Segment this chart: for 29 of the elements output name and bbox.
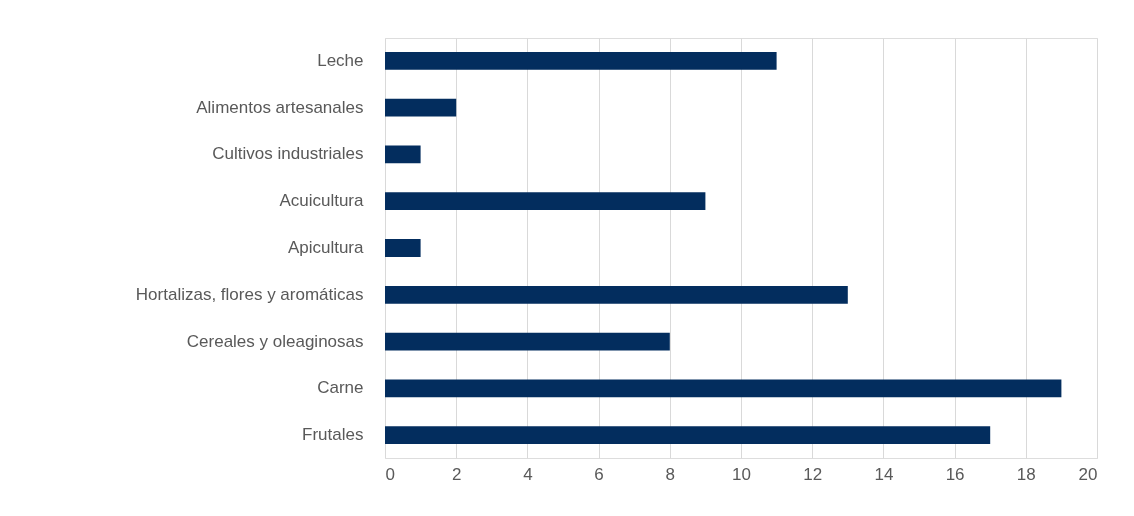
bar bbox=[385, 285, 848, 304]
x-tick-label: 14 bbox=[874, 464, 894, 484]
bar bbox=[385, 239, 421, 257]
bar bbox=[385, 379, 1062, 398]
bar bbox=[385, 192, 706, 211]
y-tick-label: Cereales y oleaginosas bbox=[186, 331, 364, 351]
y-tick-label: Hortalizas, flores y aromáticas bbox=[135, 284, 364, 304]
bar bbox=[385, 98, 457, 117]
y-tick-label: Leche bbox=[317, 50, 364, 70]
y-tick-label: Carne bbox=[317, 378, 364, 398]
y-tick-label: Apicultura bbox=[287, 238, 365, 257]
y-tick-label: Acuicultura bbox=[279, 191, 365, 211]
bar bbox=[385, 426, 991, 444]
x-tick-label: 18 bbox=[1016, 464, 1036, 484]
x-tick-label: 16 bbox=[945, 464, 965, 484]
y-tick-label: Frutales bbox=[302, 425, 364, 445]
x-tick-label: 4 bbox=[523, 464, 533, 484]
x-tick-label: 6 bbox=[594, 464, 604, 484]
bar bbox=[385, 145, 421, 164]
y-tick-label: Cultivos industriales bbox=[212, 144, 364, 164]
y-tick-label: Alimentos artesanales bbox=[196, 97, 364, 117]
bar bbox=[385, 52, 777, 70]
x-tick-label: 2 bbox=[451, 464, 462, 484]
x-tick-label: 20 bbox=[1078, 464, 1098, 484]
x-tick-label: 10 bbox=[732, 464, 751, 484]
x-tick-label: 0 bbox=[385, 464, 395, 484]
bar bbox=[385, 332, 670, 351]
x-tick-label: 8 bbox=[665, 464, 676, 484]
x-tick-label: 12 bbox=[803, 464, 823, 484]
